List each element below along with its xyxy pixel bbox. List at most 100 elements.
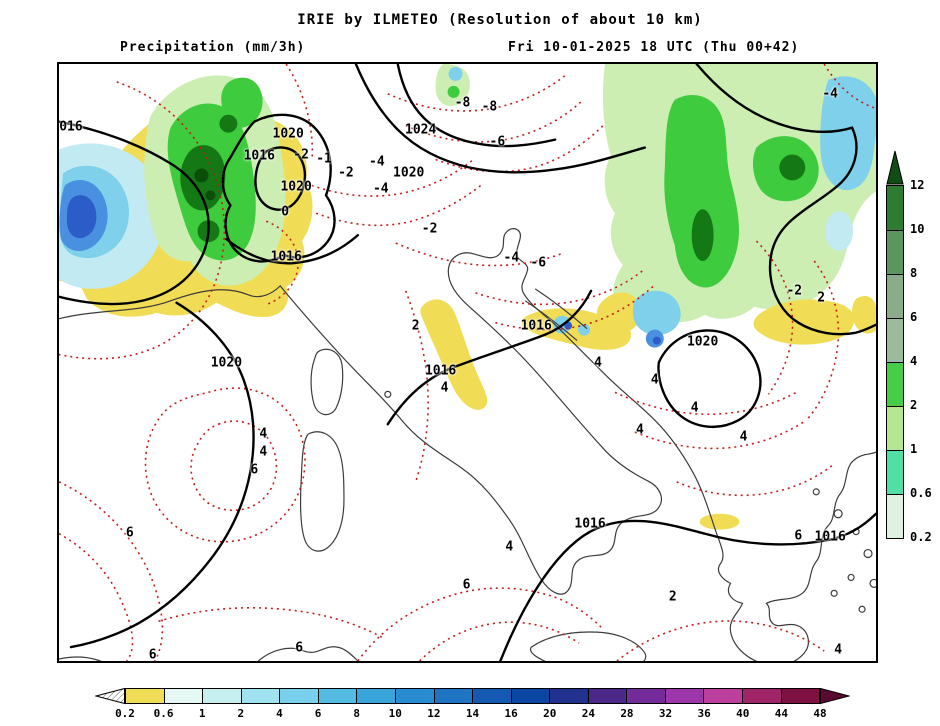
colorbar-tick-label: 10: [910, 222, 925, 236]
isobar-label: 1016: [270, 249, 302, 265]
colorbar-cell: [887, 186, 903, 230]
contour-label: -6: [489, 134, 506, 150]
colorbar-cell: [202, 689, 241, 703]
isobar-label: 1020: [210, 355, 243, 371]
colorbar-cell: [664, 689, 704, 703]
colorbar-cell: [472, 689, 511, 703]
colorbar-cell: [887, 494, 903, 538]
colorbar-tick-label: 0.6: [153, 707, 174, 720]
colorbar-tick-label: 12: [910, 178, 925, 192]
bottom-colorbar: 0.2 0.6 1 2 4 6 8 10 12 14 16 20 24 28 32 36 40 44 48: [95, 688, 865, 724]
contour-label: -2: [338, 165, 354, 181]
map-canvas: 016 1020 1016 1020 1016 1024 1020 1020 1016 1016 1…: [57, 62, 878, 663]
colorbar-cell: [626, 689, 665, 703]
isobar-label: 1016: [424, 363, 457, 379]
colorbar-tick-label: 20: [543, 707, 557, 720]
colorbar-tick-label: 1: [198, 707, 206, 720]
validtime-subtitle: Fri 10-01-2025 18 UTC (Thu 00+42): [508, 40, 800, 55]
contour-label: 4: [690, 400, 699, 416]
contour-label: 6: [462, 577, 471, 593]
contour-label: -8: [454, 95, 471, 111]
contour-label: -4: [503, 250, 520, 266]
contour-label: 4: [440, 380, 449, 396]
colorbar-tick-label: 0.2: [910, 530, 932, 544]
colorbar-cell: [394, 689, 434, 703]
isobar-label: 1020: [272, 126, 304, 142]
contour-label: 4: [259, 426, 268, 442]
colorbar-tick-label: 16: [504, 707, 518, 720]
contour-label: 6: [794, 528, 803, 544]
colorbar-cell: [887, 274, 903, 318]
contour-label: 0: [281, 204, 290, 220]
isobar-label: 1016: [574, 516, 606, 532]
colorbar-cell: [317, 689, 357, 703]
map-graphics: [59, 64, 876, 661]
colorbar-tick-label: 8: [353, 707, 360, 720]
contour-label: 4: [259, 444, 268, 460]
colorbar-cell: [587, 689, 627, 703]
temperature-contours: [59, 64, 875, 661]
colorbar-left-arrow-icon: [95, 688, 125, 704]
colorbar-cell: [887, 230, 903, 274]
colorbar-up-arrow-icon: [886, 150, 904, 185]
colorbar-cell: [240, 689, 280, 703]
colorbar-cell: [510, 689, 550, 703]
contour-label: -6: [530, 255, 547, 271]
isobar-label: 1016: [814, 529, 846, 545]
colorbar-tick-label: 44: [774, 707, 788, 720]
colorbar-tick-label: 32: [658, 707, 673, 720]
colorbar-tick-label: 36: [697, 707, 711, 720]
colorbar-tick-label: 0.2: [115, 707, 135, 720]
colorbar-tick-label: 10: [388, 707, 402, 720]
colorbar-tick-label: 6: [314, 707, 322, 720]
isobar-label: 1020: [280, 179, 312, 195]
colorbar-tick-label: 4: [276, 707, 283, 720]
colorbar-tick-label: 0.6: [910, 486, 932, 500]
colorbar-tick-label: 2: [910, 398, 918, 412]
colorbar-tick-label: 24: [581, 707, 595, 720]
contour-label: -2: [421, 221, 438, 237]
colorbar-cell: [549, 689, 588, 703]
isobar-label: 1020: [686, 334, 719, 350]
colorbar-cell: [433, 689, 473, 703]
colorbar-right-arrow-icon: [820, 688, 850, 704]
right-colorbar-cells: [886, 185, 904, 539]
colorbar-cell: [887, 406, 903, 450]
contour-label: 4: [594, 355, 602, 371]
contour-label: 6: [295, 640, 304, 656]
colorbar-tick-label: 4: [910, 354, 918, 368]
contour-label: -4: [372, 181, 389, 197]
colorbar-cell: [887, 318, 903, 362]
coastlines: [59, 228, 876, 661]
colorbar-tick-label: 1: [910, 442, 918, 456]
isobar-label: 1016: [243, 148, 275, 164]
colorbar-cell: [703, 689, 742, 703]
isobar-label: 016: [59, 119, 83, 135]
colorbar-tick-label: 28: [620, 707, 634, 720]
isobar-label: 1016: [520, 318, 552, 334]
contour-label: -2: [293, 147, 309, 163]
bottom-colorbar-cells: [125, 688, 820, 704]
isobars: [59, 64, 876, 661]
colorbar-tick-label: 8: [910, 266, 918, 280]
contour-label: 4: [650, 372, 659, 388]
colorbar-tick-label: 48: [813, 707, 827, 720]
contour-label: 4: [834, 642, 843, 658]
colorbar-tick-label: 40: [736, 707, 750, 720]
colorbar-tick-label: 12: [427, 707, 441, 720]
contour-label: 6: [250, 462, 259, 478]
field-subtitle: Precipitation (mm/3h): [120, 40, 306, 55]
colorbar-cell: [887, 362, 903, 406]
colorbar-cell: [163, 689, 203, 703]
contour-label: 2: [668, 589, 677, 605]
colorbar-cell: [887, 450, 903, 494]
contour-label: -4: [822, 86, 838, 102]
colorbar-tick-label: 2: [237, 707, 245, 720]
page-title: IRIE by ILMETEO (Resolution of about 10 …: [297, 12, 703, 28]
contour-label: -4: [369, 154, 385, 169]
right-colorbar: 12 10 8 6 4 2 1 0.6 0.2: [886, 150, 940, 550]
contour-label: 4: [635, 422, 644, 438]
colorbar-cell: [742, 689, 781, 703]
colorbar-cell: [279, 689, 318, 703]
